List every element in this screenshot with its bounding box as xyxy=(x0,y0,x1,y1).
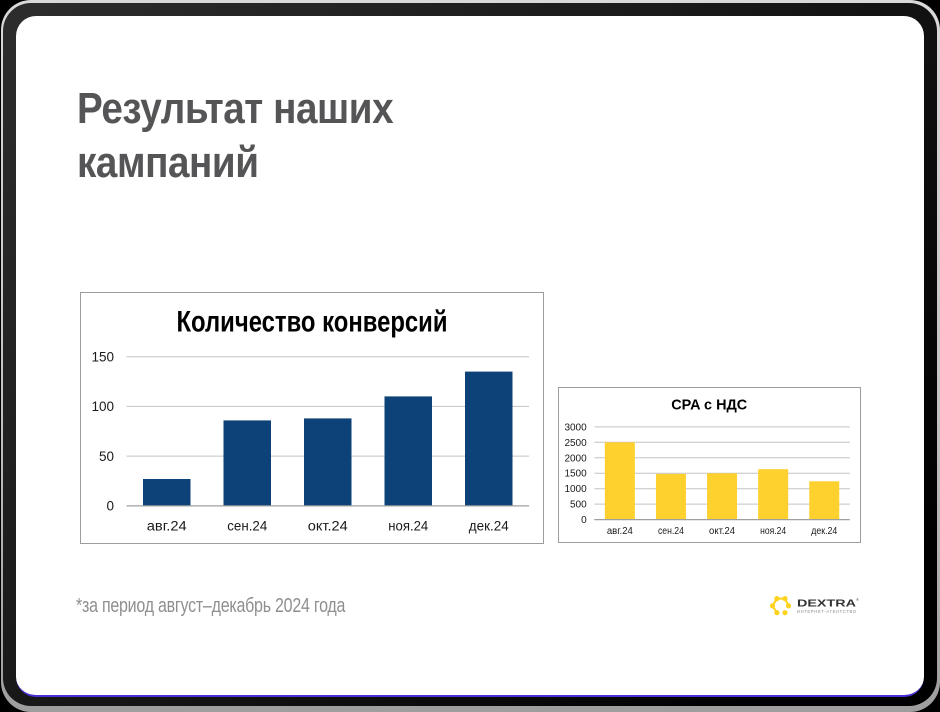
svg-text:авг.24: авг.24 xyxy=(147,519,188,534)
svg-text:®: ® xyxy=(856,597,859,602)
svg-text:DEXTRA: DEXTRA xyxy=(797,599,856,610)
svg-text:ноя.24: ноя.24 xyxy=(388,519,428,534)
svg-text:1500: 1500 xyxy=(564,469,587,480)
svg-text:2500: 2500 xyxy=(564,438,587,449)
svg-text:100: 100 xyxy=(91,399,114,414)
svg-text:Количество конверсий: Количество конверсий xyxy=(177,305,448,338)
svg-text:окт.24: окт.24 xyxy=(308,519,349,534)
svg-text:сен.24: сен.24 xyxy=(658,526,684,537)
svg-text:дек.24: дек.24 xyxy=(811,526,837,537)
svg-text:ИНТЕРНЕТ-АГЕНТСТВО: ИНТЕРНЕТ-АГЕНТСТВО xyxy=(797,609,857,614)
svg-text:0: 0 xyxy=(106,499,114,514)
svg-text:ноя.24: ноя.24 xyxy=(760,526,786,537)
svg-text:дек.24: дек.24 xyxy=(469,519,509,534)
svg-text:3000: 3000 xyxy=(564,422,587,433)
svg-text:окт.24: окт.24 xyxy=(709,526,735,537)
svg-text:авг.24: авг.24 xyxy=(607,526,633,537)
svg-text:2000: 2000 xyxy=(564,453,587,464)
svg-text:50: 50 xyxy=(99,449,114,464)
svg-text:CPA с НДС: CPA с НДС xyxy=(671,397,747,413)
svg-text:500: 500 xyxy=(570,500,587,511)
svg-text:сен.24: сен.24 xyxy=(227,519,267,534)
svg-text:1000: 1000 xyxy=(564,484,587,495)
svg-text:0: 0 xyxy=(581,515,587,526)
svg-text:150: 150 xyxy=(91,350,114,365)
